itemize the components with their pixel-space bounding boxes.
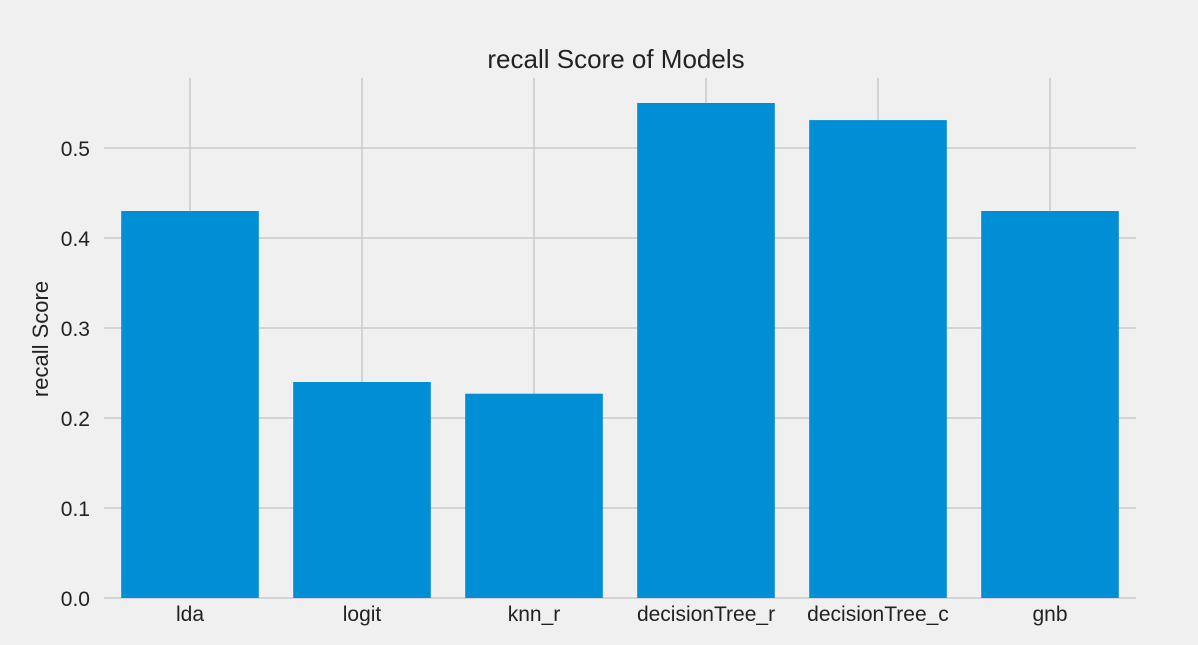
bar-gnb <box>981 211 1119 598</box>
y-axis-label: recall Score <box>28 281 53 397</box>
bar-logit <box>293 382 431 598</box>
bar-lda <box>121 211 259 598</box>
bar-decisionTree_r <box>637 103 775 598</box>
x-tick-labels: lda logit knn_r decisionTree_r decisionTree_… <box>176 603 1068 626</box>
x-tick-label: decisionTree_c <box>807 603 949 626</box>
bar-decisionTree_c <box>809 120 947 598</box>
chart-title: recall Score of Models <box>487 44 744 74</box>
y-tick-label: 0.4 <box>61 228 91 251</box>
y-tick-label: 0.1 <box>61 498 90 521</box>
bar-knn_r <box>465 393 603 598</box>
bars <box>121 103 1119 598</box>
y-tick-label: 0.0 <box>61 588 90 611</box>
x-tick-label: knn_r <box>508 603 561 626</box>
x-tick-label: lda <box>176 603 204 626</box>
x-tick-label: logit <box>343 603 382 626</box>
x-tick-label: decisionTree_r <box>637 603 775 626</box>
x-tick-label: gnb <box>1032 603 1067 626</box>
y-tick-label: 0.2 <box>61 408 90 431</box>
y-tick-label: 0.5 <box>61 138 90 161</box>
y-tick-labels: 0.0 0.1 0.2 0.3 0.4 0.5 <box>61 138 91 611</box>
y-tick-label: 0.3 <box>61 318 90 341</box>
